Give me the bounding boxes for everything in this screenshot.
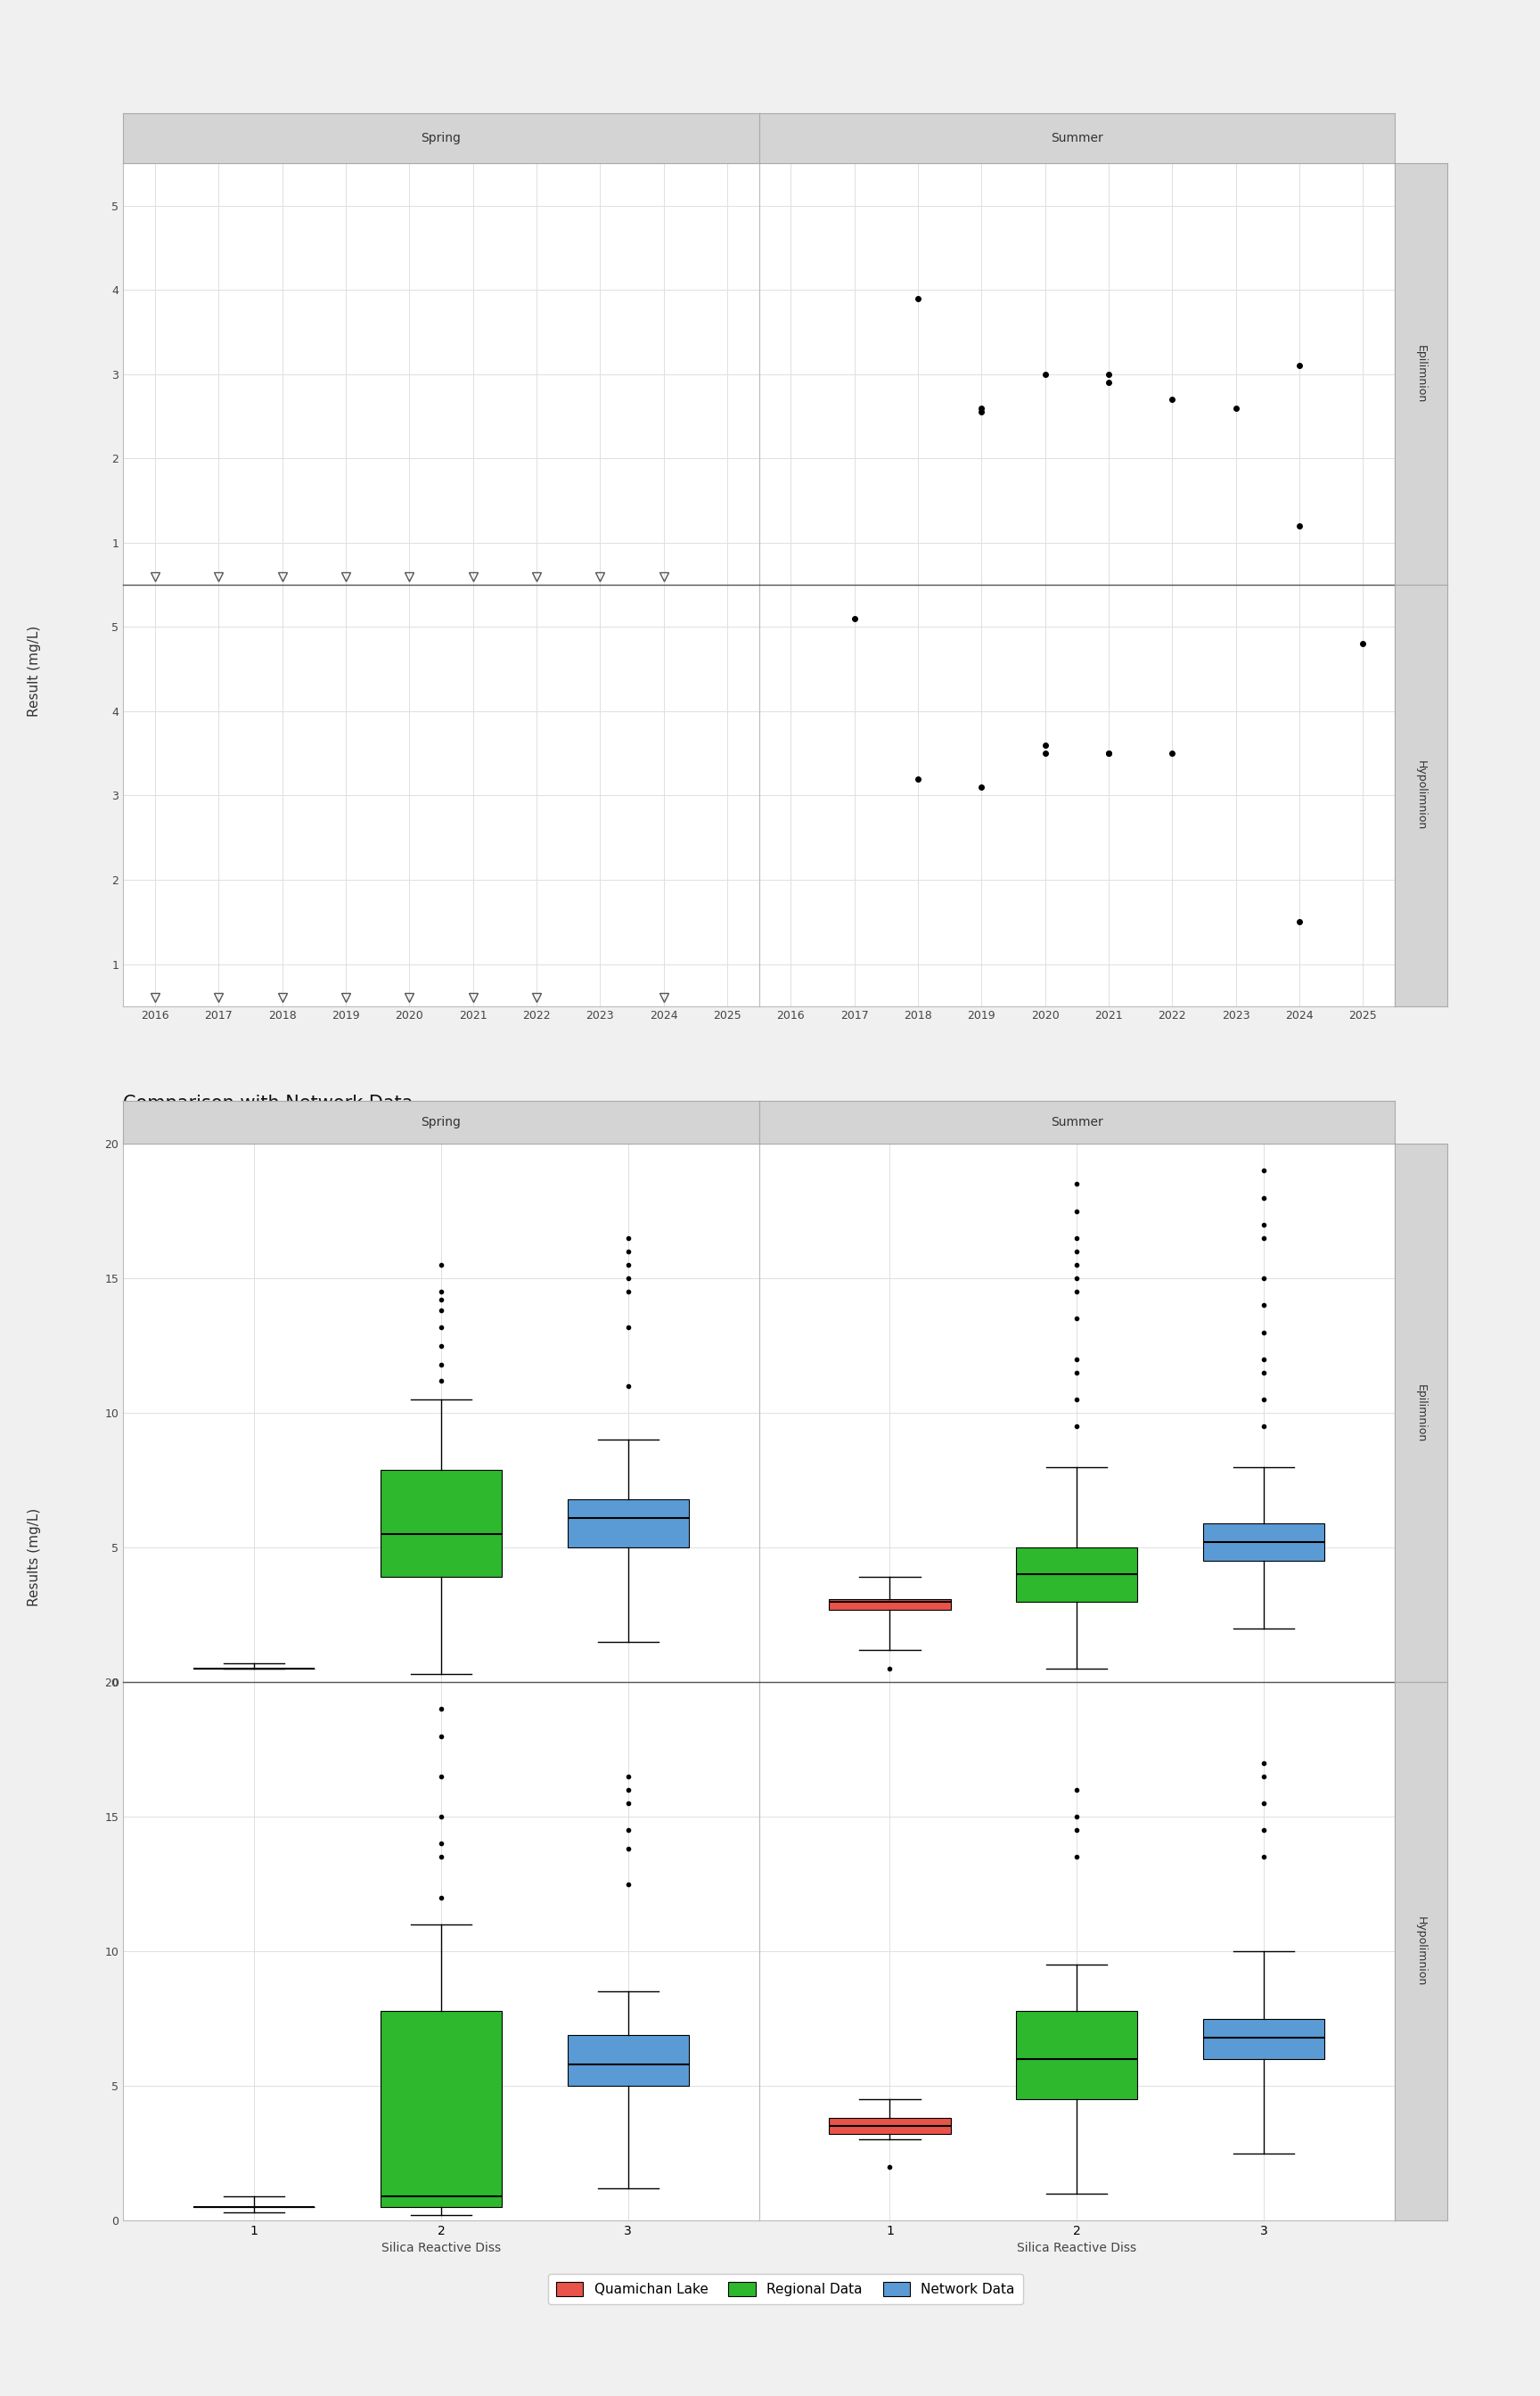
PathPatch shape <box>380 1469 502 1577</box>
PathPatch shape <box>1203 2017 1324 2058</box>
Legend: Quamichan Lake, Regional Data, Network Data: Quamichan Lake, Regional Data, Network D… <box>548 2274 1023 2305</box>
X-axis label: Silica Reactive Diss: Silica Reactive Diss <box>382 2243 501 2255</box>
Text: Hypolimnion: Hypolimnion <box>1415 1917 1428 1986</box>
Text: Results (mg/L): Results (mg/L) <box>28 1507 40 1608</box>
Text: Result (mg/L): Result (mg/L) <box>28 625 40 716</box>
Text: Epilimnion: Epilimnion <box>1415 345 1428 403</box>
Text: Comparison with Network Data: Comparison with Network Data <box>123 1095 413 1112</box>
Text: Epilimnion: Epilimnion <box>1415 1385 1428 1442</box>
PathPatch shape <box>1016 1548 1138 1601</box>
X-axis label: Silica Reactive Diss: Silica Reactive Diss <box>1016 2243 1137 2255</box>
PathPatch shape <box>829 1598 950 1610</box>
Text: Silica Reactive Diss: Silica Reactive Diss <box>123 115 303 132</box>
PathPatch shape <box>567 2034 688 2087</box>
PathPatch shape <box>1016 2010 1138 2099</box>
PathPatch shape <box>829 2118 950 2135</box>
PathPatch shape <box>1203 1524 1324 1562</box>
PathPatch shape <box>380 2010 502 2207</box>
Text: Hypolimnion: Hypolimnion <box>1415 760 1428 831</box>
PathPatch shape <box>567 1500 688 1548</box>
